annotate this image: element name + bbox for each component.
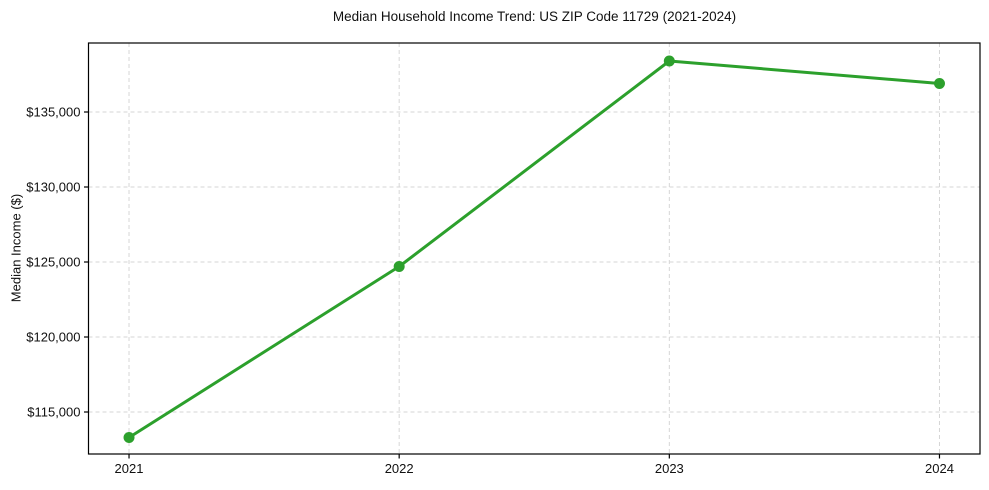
data-point-marker [393, 261, 405, 272]
y-axis-label: Median Income ($) [8, 193, 24, 303]
grid-lines [88, 43, 980, 454]
y-tick-label: $115,000 [27, 405, 80, 420]
y-tick-label: $130,000 [26, 180, 80, 195]
tick-marks [84, 111, 941, 459]
x-tick-label: 2023 [655, 461, 684, 476]
axes-frame [87, 42, 981, 455]
chart-title: Median Household Income Trend: US ZIP Co… [332, 9, 737, 24]
tick-labels: 2021 2022 2023 2024 $115,000 $120,000 $125,000… [26, 105, 954, 477]
y-tick-label: $135,000 [26, 105, 80, 120]
income-line-series [123, 55, 945, 443]
x-tick-label: 2021 [115, 461, 144, 476]
income-trend-line [127, 59, 941, 439]
x-tick-label: 2022 [385, 461, 414, 476]
y-tick-label: $120,000 [26, 330, 80, 345]
data-point-marker [123, 432, 135, 443]
data-point-marker [933, 78, 945, 89]
data-point-marker [663, 55, 675, 67]
y-tick-label: $125,000 [26, 255, 80, 270]
x-tick-label: 2024 [925, 461, 954, 476]
plot-frame [87, 42, 981, 455]
